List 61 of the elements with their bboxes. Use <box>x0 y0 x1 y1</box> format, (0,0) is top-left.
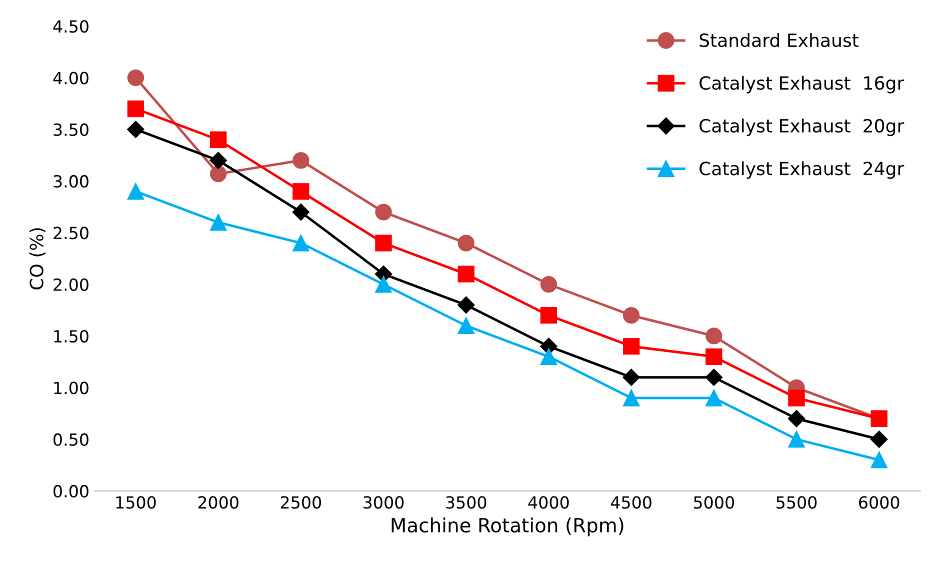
legend-label: Catalyst Exhaust 24gr <box>700 161 904 179</box>
point <box>870 430 888 448</box>
x-tick-label: 2000 <box>198 496 238 509</box>
x-tick-label: 6000 <box>859 496 900 509</box>
point <box>622 390 640 406</box>
point <box>540 348 558 366</box>
legend-label: Catalyst Exhaust 20gr <box>700 118 904 136</box>
x-tick-label: 4500 <box>610 496 652 509</box>
x-tick-label: 1500 <box>116 496 156 509</box>
point <box>706 390 722 406</box>
point <box>788 410 806 428</box>
point <box>210 152 227 169</box>
y-axis-title: CO (%) <box>29 228 46 290</box>
y-tick-label: 1.00 <box>54 382 88 394</box>
x-tick-label: 4000 <box>528 496 569 509</box>
y-tick-label: 3.50 <box>54 123 88 136</box>
point <box>788 430 805 448</box>
y-tick-label: 4.00 <box>53 72 88 84</box>
point <box>622 307 640 324</box>
point <box>292 183 310 200</box>
point <box>622 368 640 386</box>
point <box>458 296 475 314</box>
point <box>210 214 227 231</box>
x-tick-label: 3000 <box>364 496 404 509</box>
y-tick-label: 4.50 <box>53 20 88 33</box>
point <box>292 204 310 221</box>
point <box>127 183 144 200</box>
point <box>127 69 144 86</box>
y-tick-label: 1.50 <box>54 330 88 343</box>
point <box>622 338 640 355</box>
point <box>706 328 722 344</box>
point <box>870 452 888 468</box>
y-tick-label: 0.00 <box>54 484 88 498</box>
x-tick-label: 3500 <box>446 496 486 509</box>
x-tick-label: 5000 <box>694 496 734 509</box>
point <box>375 204 392 220</box>
legend-label: Standard Exhaust <box>700 33 859 48</box>
point <box>210 131 227 148</box>
point <box>292 234 310 252</box>
y-tick-label: 2.50 <box>54 226 88 240</box>
point <box>127 120 144 138</box>
point <box>458 317 474 334</box>
x-tick-label: 5500 <box>776 496 817 509</box>
point <box>375 234 392 252</box>
x-tick-label: 2500 <box>280 496 321 509</box>
x-axis-title: Machine Rotation (Rpm) <box>392 517 624 536</box>
point <box>127 100 144 118</box>
point <box>375 276 392 293</box>
point <box>458 234 474 252</box>
y-tick-label: 0.50 <box>54 433 88 446</box>
point <box>292 152 310 169</box>
y-tick-label: 3.00 <box>54 175 88 188</box>
point <box>210 166 227 182</box>
point <box>540 307 558 324</box>
point <box>540 276 558 293</box>
y-tick-label: 2.00 <box>54 278 88 291</box>
point <box>705 368 722 386</box>
point <box>788 390 805 406</box>
point <box>458 266 474 282</box>
point <box>706 348 722 366</box>
legend-label: Catalyst Exhaust 16gr <box>700 76 904 94</box>
